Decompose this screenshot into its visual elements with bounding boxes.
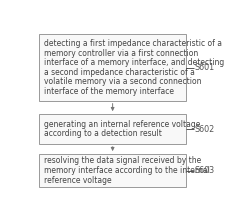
Text: resolving the data signal received by the: resolving the data signal received by th…: [44, 156, 201, 165]
Text: reference voltage: reference voltage: [44, 176, 112, 185]
Text: according to a detection result: according to a detection result: [44, 129, 162, 138]
Text: detecting a first impedance characteristic of a: detecting a first impedance characterist…: [44, 39, 222, 48]
Text: interface of a memory interface, and detecting: interface of a memory interface, and det…: [44, 58, 224, 67]
FancyBboxPatch shape: [39, 154, 186, 187]
Text: generating an internal reference voltage: generating an internal reference voltage: [44, 120, 200, 129]
Text: S601: S601: [195, 63, 215, 72]
Text: memory interface according to the internal: memory interface according to the intern…: [44, 166, 210, 175]
Text: S602: S602: [195, 125, 215, 133]
Text: a second impedance characteristic of a: a second impedance characteristic of a: [44, 68, 195, 77]
Text: S603: S603: [195, 166, 215, 175]
Text: interface of the memory interface: interface of the memory interface: [44, 87, 174, 96]
Text: memory controller via a first connection: memory controller via a first connection: [44, 49, 198, 57]
FancyBboxPatch shape: [39, 114, 186, 144]
FancyBboxPatch shape: [39, 34, 186, 101]
Text: volatile memory via a second connection: volatile memory via a second connection: [44, 78, 201, 86]
